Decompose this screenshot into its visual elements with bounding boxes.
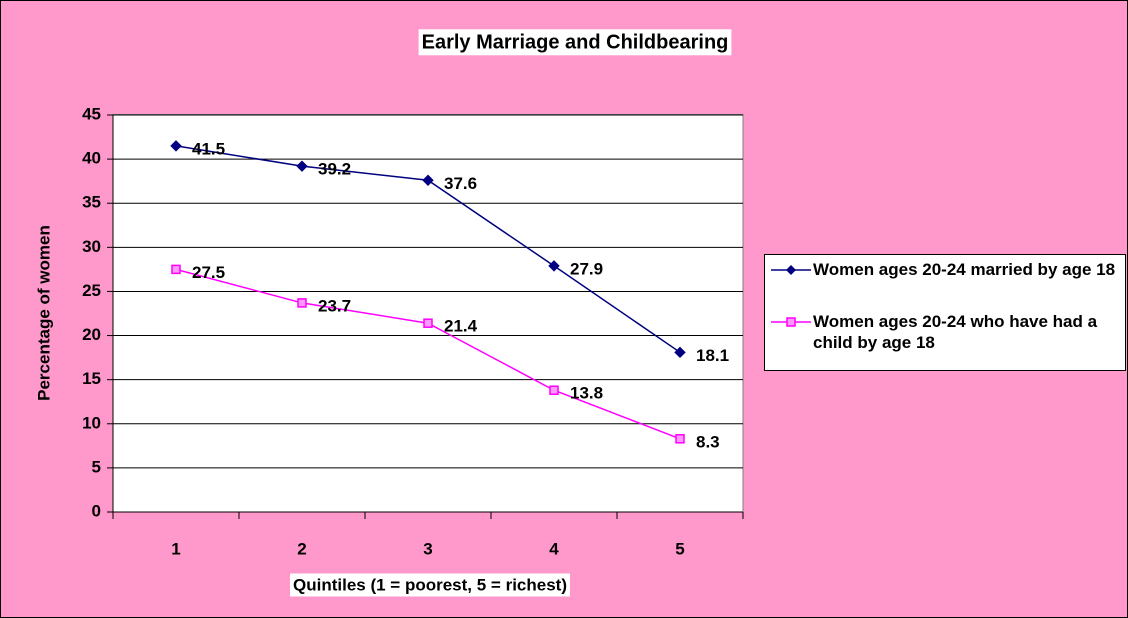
title-box	[418, 29, 732, 56]
x-tick-label: 2	[297, 539, 306, 558]
data-label: 27.9	[570, 259, 603, 278]
y-tick-label: 40	[82, 149, 101, 168]
data-label: 39.2	[318, 160, 351, 179]
legend-marker	[786, 317, 796, 327]
data-label: 23.7	[318, 296, 351, 315]
chart-title: Early Marriage and Childbearing	[422, 31, 729, 53]
y-tick-label: 35	[82, 193, 101, 212]
data-label: 41.5	[192, 139, 225, 158]
legend-key	[771, 265, 811, 275]
legend-label: Women ages 20-24 married by age 18	[813, 260, 1116, 279]
point	[548, 260, 560, 272]
legend: Women ages 20-24 married by age 18 Women …	[764, 254, 1126, 371]
data-label: 37.6	[444, 174, 477, 193]
point	[422, 174, 434, 186]
point	[549, 385, 559, 396]
y-axis-title: Percentage of women	[34, 225, 53, 401]
x-title-box	[290, 573, 570, 597]
point	[674, 346, 686, 359]
y-tick-label: 30	[82, 237, 101, 256]
point	[170, 140, 182, 152]
point	[675, 434, 685, 444]
x-tick-label: 3	[423, 539, 432, 558]
point	[171, 264, 181, 275]
y-tick-label: 0	[92, 501, 101, 520]
data-label: 21.4	[444, 317, 478, 336]
x-axis-title: Quintiles (1 = poorest, 5 = richest)	[293, 575, 567, 594]
y-tick-label: 15	[82, 369, 101, 388]
data-label: 18.1	[696, 346, 729, 365]
y-tick-label: 10	[82, 413, 101, 432]
x-tick-label: 5	[675, 539, 684, 558]
plot-area	[112, 114, 744, 513]
y-tick-label: 25	[82, 281, 101, 300]
data-label: 13.8	[570, 384, 603, 403]
point	[423, 318, 433, 328]
point	[297, 298, 307, 308]
y-tick-label: 45	[82, 104, 101, 123]
legend-key	[771, 317, 811, 327]
data-label: 27.5	[192, 263, 225, 282]
x-tick-label: 4	[549, 539, 559, 558]
y-tick-label: 20	[82, 325, 101, 344]
legend-label: Women ages 20-24 who have had a child by…	[813, 312, 1098, 352]
point	[296, 160, 308, 172]
data-label: 8.3	[696, 432, 720, 451]
x-tick-label: 1	[171, 539, 180, 558]
legend-marker	[786, 265, 796, 275]
y-tick-label: 5	[92, 457, 101, 476]
